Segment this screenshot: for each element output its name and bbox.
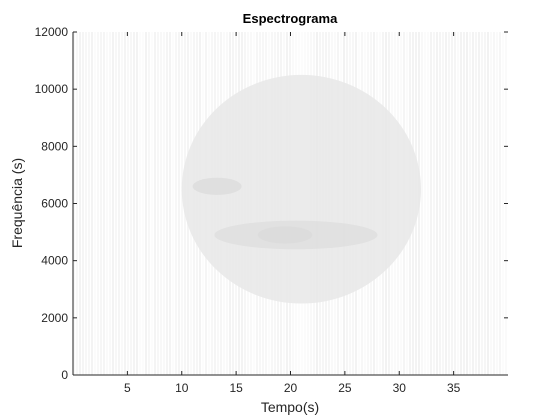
spectrogram-stripe: [79, 32, 81, 375]
spectrogram-stripe: [466, 32, 468, 375]
spectrogram-stripe: [463, 32, 465, 375]
spectrogram-stripe: [82, 32, 84, 375]
spectrogram-stripe: [481, 32, 483, 375]
spectrogram-energy-region: [181, 74, 421, 304]
x-tick-label: 30: [393, 381, 407, 395]
y-tick-label: 4000: [41, 254, 68, 268]
spectrogram-stripe: [433, 32, 435, 375]
spectrogram-stripe: [451, 32, 453, 375]
x-ticks: 5 10 15 20 25 30 35: [124, 32, 461, 395]
chart-title: Espectrograma: [243, 11, 338, 26]
spectrogram-stripe: [496, 32, 498, 375]
spectrogram-stripe: [490, 32, 492, 375]
x-tick-label: 25: [338, 381, 352, 395]
spectrogram-stripe: [133, 32, 135, 375]
spectrogram-stripe: [442, 32, 444, 375]
spectrogram-stripe: [469, 32, 471, 375]
spectrogram-stripe: [121, 32, 123, 375]
spectrogram-stripe: [460, 32, 462, 375]
spectrogram-stripe: [502, 32, 504, 375]
y-tick-label: 10000: [35, 82, 69, 96]
spectrogram-stripe: [91, 32, 93, 375]
y-tick-label: 8000: [41, 139, 68, 153]
spectrogram-stripe: [118, 32, 120, 375]
spectrogram-stripe: [115, 32, 117, 375]
y-tick-label: 12000: [35, 25, 69, 39]
spectrogram-stripe: [136, 32, 138, 375]
spectrogram-stripe: [145, 32, 147, 375]
spectrogram-stripe: [154, 32, 156, 375]
spectrogram-stripe: [130, 32, 132, 375]
spectrogram-stripe: [175, 32, 177, 375]
spectrogram-stripe: [445, 32, 447, 375]
x-tick-label: 5: [124, 381, 131, 395]
spectrogram-stripe: [457, 32, 459, 375]
x-axis-label: Tempo(s): [261, 399, 319, 415]
spectrogram-stripe: [85, 32, 87, 375]
spectrogram-stripe: [142, 32, 144, 375]
spectrogram-stripe: [424, 32, 426, 375]
spectrogram-stripe: [100, 32, 102, 375]
spectrogram-stripe: [484, 32, 486, 375]
spectrogram-stripe: [436, 32, 438, 375]
spectrogram-stripe: [106, 32, 108, 375]
spectrogram-stripe: [448, 32, 450, 375]
y-tick-label: 0: [61, 368, 68, 382]
x-tick-label: 10: [175, 381, 189, 395]
spectrogram-stripe: [88, 32, 90, 375]
spectrogram-stripe: [172, 32, 174, 375]
spectrogram-stripe: [97, 32, 99, 375]
spectrogram-stripe: [169, 32, 171, 375]
spectrogram-stripe: [139, 32, 141, 375]
spectrogram-stripe: [427, 32, 429, 375]
spectrogram-stripe: [421, 32, 423, 375]
spectrogram-stripe: [454, 32, 456, 375]
x-tick-label: 35: [447, 381, 461, 395]
spectrogram-stripe: [112, 32, 114, 375]
spectrogram-stripe: [109, 32, 111, 375]
spectrogram-stripe: [472, 32, 474, 375]
spectrogram-stripe: [163, 32, 165, 375]
spectrogram-stripe: [127, 32, 129, 375]
spectrogram-stripe: [487, 32, 489, 375]
spectrogram-stripe: [160, 32, 162, 375]
spectrogram-stripe: [430, 32, 432, 375]
plot-area: [73, 32, 508, 375]
spectrogram-stripe: [103, 32, 105, 375]
y-ticks: 0 2000 4000 6000 8000 10000 12000: [35, 25, 508, 382]
y-tick-label: 6000: [41, 197, 68, 211]
spectrogram-stripe: [181, 32, 183, 375]
spectrogram-stripe: [439, 32, 441, 375]
y-axis-label: Frequência (s): [9, 158, 25, 248]
spectrogram-stripe: [151, 32, 153, 375]
spectrogram-stripe: [94, 32, 96, 375]
x-tick-label: 20: [284, 381, 298, 395]
spectrogram-stripe: [493, 32, 495, 375]
spectrogram-stripe: [148, 32, 150, 375]
spectrogram-stripe: [178, 32, 180, 375]
x-tick-label: 15: [229, 381, 243, 395]
spectrogram-stripe: [166, 32, 168, 375]
spectrogram-stripe: [157, 32, 159, 375]
spectrogram-stripe: [124, 32, 126, 375]
spectrogram-stripe: [478, 32, 480, 375]
spectrogram-stripe: [499, 32, 501, 375]
spectrogram-stripe: [475, 32, 477, 375]
spectrogram-regions: [181, 74, 421, 304]
y-tick-label: 2000: [41, 311, 68, 325]
